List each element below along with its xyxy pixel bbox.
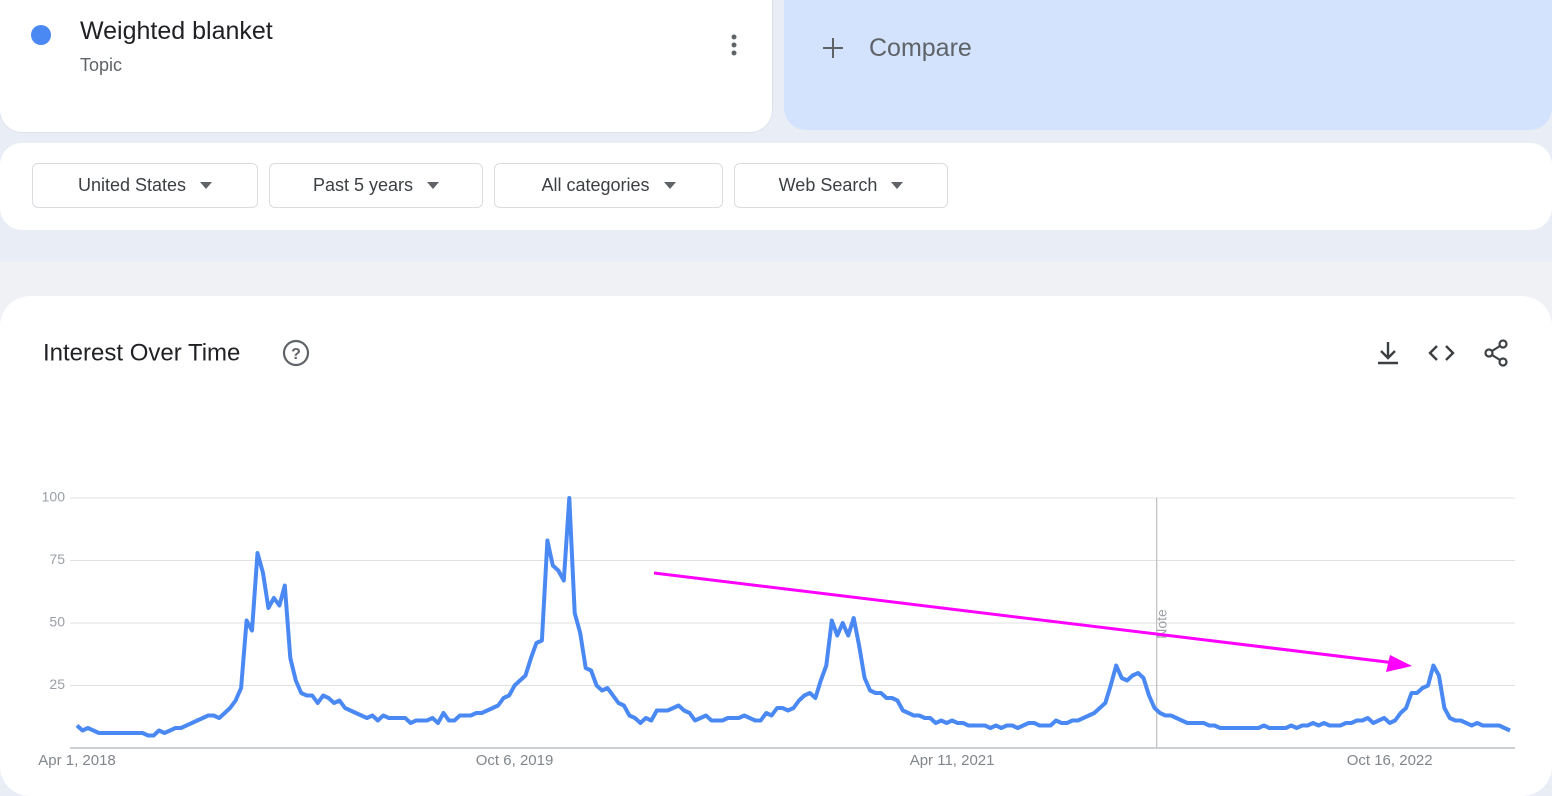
compare-label: Compare: [869, 34, 972, 62]
filter-label: All categories: [541, 175, 650, 195]
svg-text:?: ?: [291, 346, 301, 363]
filter-button[interactable]: Past 5 years: [269, 163, 483, 208]
y-tick-label: 100: [42, 489, 66, 505]
filter-button[interactable]: Web Search: [734, 163, 948, 208]
y-tick-label: 75: [49, 551, 65, 567]
term-card[interactable]: Weighted blanket Topic: [0, 0, 772, 132]
filter-label: Web Search: [778, 175, 878, 195]
chart-title: Interest Over Time: [43, 339, 240, 366]
download-icon[interactable]: [1378, 342, 1398, 365]
y-tick-label: 25: [49, 676, 65, 692]
x-tick-label: Apr 1, 2018: [38, 752, 116, 769]
x-tick-label: Oct 6, 2019: [476, 752, 554, 769]
y-tick-label: 50: [49, 614, 65, 630]
plus-icon: [823, 38, 843, 58]
filter-label: United States: [77, 175, 187, 195]
x-tick-label: Apr 11, 2021: [910, 752, 995, 769]
trend-arrow: [653, 571, 1396, 665]
term-dot: [31, 25, 51, 45]
help-icon[interactable]: ?: [282, 339, 310, 367]
chart-panel: Interest Over Time ? 25 50 75 100 Apr 1, 201…: [0, 296, 1552, 796]
compare-card[interactable]: Compare: [784, 0, 1552, 130]
x-tick-label: Oct 16, 2022: [1347, 752, 1433, 769]
embed-icon[interactable]: [1428, 345, 1455, 361]
term-name: Weighted blanket: [80, 17, 273, 45]
trend-arrow-head: [1386, 655, 1412, 672]
share-icon[interactable]: [1484, 339, 1508, 367]
filter-bar: United States Past 5 years All categorie…: [0, 143, 1552, 230]
more-menu[interactable]: [726, 33, 742, 59]
filter-label: Past 5 years: [312, 175, 414, 195]
note-label: Note: [1153, 609, 1169, 639]
chart: Interest Over Time ? 25 50 75 100 Apr 1, 201…: [38, 339, 1515, 769]
term-type: Topic: [80, 55, 123, 75]
filter-button[interactable]: United States: [32, 163, 258, 208]
filter-button[interactable]: All categories: [494, 163, 723, 208]
data-line: [75, 496, 1511, 738]
